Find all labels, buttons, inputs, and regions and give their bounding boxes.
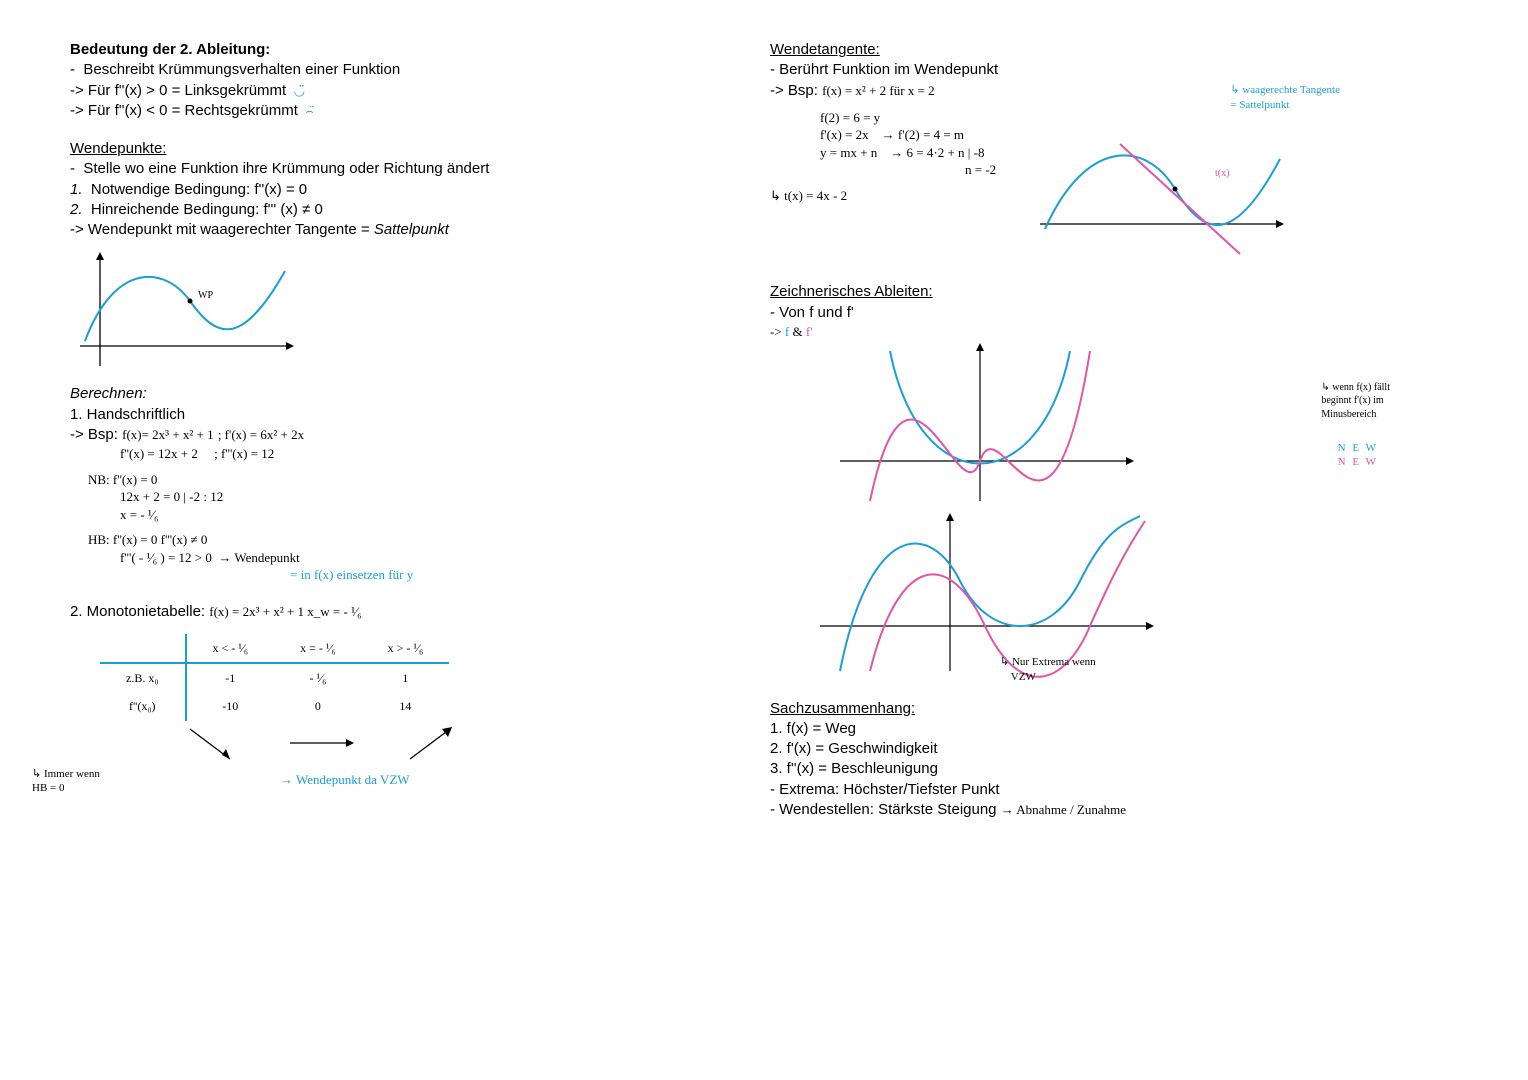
derive-graph-1	[830, 341, 1150, 511]
line: -> f & f'	[770, 323, 1330, 341]
heading-zeichnerisch: Zeichnerisches Ableiten:	[770, 282, 1330, 302]
line: NB: f''(x) = 0	[88, 471, 630, 489]
line: x = - ¹⁄₆	[120, 506, 630, 524]
note: N E W	[1338, 441, 1378, 456]
line: - Wendestellen: Stärkste Steigung → Abna…	[770, 800, 1330, 820]
line: f''(x) = 12x + 2 ; f'''(x) = 12	[120, 445, 630, 463]
line: 3. f''(x) = Beschleunigung	[770, 759, 1330, 779]
note: ↳ waagerechte Tangente = Sattelpunkt	[1230, 83, 1340, 113]
line: -> Für f''(x) > 0 = Linksgekrümmt ◡̈	[70, 81, 630, 101]
line: -> Für f''(x) < 0 = Rechtsgekrümmt ⌢̈	[70, 101, 630, 121]
line: f'(x) = 2x → f'(2) = 4 = m	[820, 126, 1330, 144]
heading-wendepunkte: Wendepunkte:	[70, 139, 630, 159]
smile-icon: ◡̈	[290, 83, 305, 98]
heading-berechnen: Berechnen:	[70, 384, 630, 404]
line: 2. Monotonietabelle: f(x) = 2x³ + x² + 1…	[70, 602, 630, 622]
derive-graph-2	[810, 511, 1170, 681]
svg-text:WP: WP	[198, 290, 213, 301]
line: ↳ t(x) = 4x - 2	[770, 187, 1330, 205]
line: 2. f'(x) = Geschwindigkeit	[770, 739, 1330, 759]
wp-graph: WP	[70, 246, 300, 376]
note: ↳ Nur Extrema wenn VZW	[1000, 655, 1096, 685]
right-column: Wendetangente: - Berührt Funktion im Wen…	[770, 40, 1330, 820]
line: HB: f''(x) = 0 f'''(x) ≠ 0	[88, 531, 630, 549]
line: y = mx + n → 6 = 4·2 + n | -8	[820, 144, 1330, 162]
note: N E W	[1338, 455, 1378, 470]
heading-ableitung: Bedeutung der 2. Ableitung:	[70, 40, 630, 60]
note: ↳ wenn f(x) fällt beginnt f'(x) im Minus…	[1321, 381, 1390, 422]
note: = in f(x) einsetzen für y	[290, 566, 630, 584]
frown-icon: ⌢̈	[302, 103, 314, 118]
left-column: Bedeutung der 2. Ableitung: - Beschreibt…	[70, 40, 630, 820]
line: n = -2	[965, 161, 1330, 179]
heading-wendetangente: Wendetangente:	[770, 40, 1330, 60]
line: -> Bsp: f(x)= 2x³ + x² + 1 ; f'(x) = 6x²…	[70, 425, 630, 445]
line: - Stelle wo eine Funktion ihre Krümmung …	[70, 159, 630, 179]
line: f'''( - ¹⁄₆ ) = 12 > 0 → Wendepunkt	[120, 549, 630, 567]
line: 2. Hinreichende Bedingung: f''' (x) ≠ 0	[70, 200, 630, 220]
line: 1. Notwendige Bedingung: f''(x) = 0	[70, 180, 630, 200]
arrows	[180, 721, 560, 771]
heading-sachzusammenhang: Sachzusammenhang:	[770, 699, 1330, 719]
note: ↳ Immer wenn HB = 0	[32, 767, 100, 797]
line: - Extrema: Höchster/Tiefster Punkt	[770, 780, 1330, 800]
line: - Berührt Funktion im Wendepunkt	[770, 60, 1330, 80]
line: - Von f und f'	[770, 303, 1330, 323]
monotonie-tabelle: x < - ¹⁄₆ x = - ¹⁄₆ x > - ¹⁄₆ z.B. x₀ -1…	[100, 634, 630, 788]
line: 1. Handschriftlich	[70, 405, 630, 425]
note: → Wendepunkt da VZW	[280, 771, 630, 789]
line: 1. f(x) = Weg	[770, 719, 1330, 739]
line: 12x + 2 = 0 | -2 : 12	[120, 488, 630, 506]
line: -> Wendepunkt mit waagerechter Tangente …	[70, 220, 630, 240]
line: - Beschreibt Krümmungsverhalten einer Fu…	[70, 60, 630, 80]
